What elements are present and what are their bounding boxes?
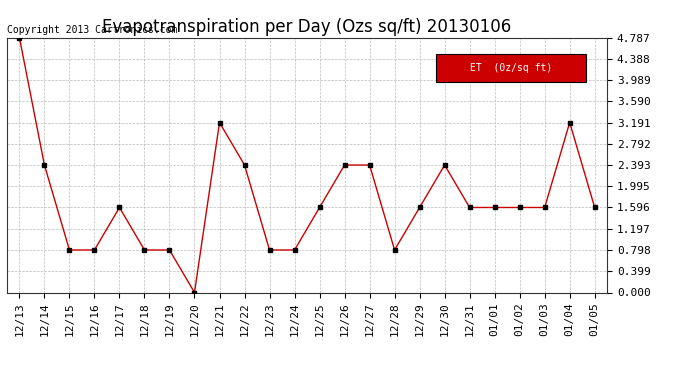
Title: Evapotranspiration per Day (Ozs sq/ft) 20130106: Evapotranspiration per Day (Ozs sq/ft) 2… — [102, 18, 512, 36]
FancyBboxPatch shape — [436, 54, 586, 82]
Text: ET  (0z/sq ft): ET (0z/sq ft) — [470, 63, 552, 73]
Text: Copyright 2013 Cartronics.com: Copyright 2013 Cartronics.com — [7, 25, 177, 35]
